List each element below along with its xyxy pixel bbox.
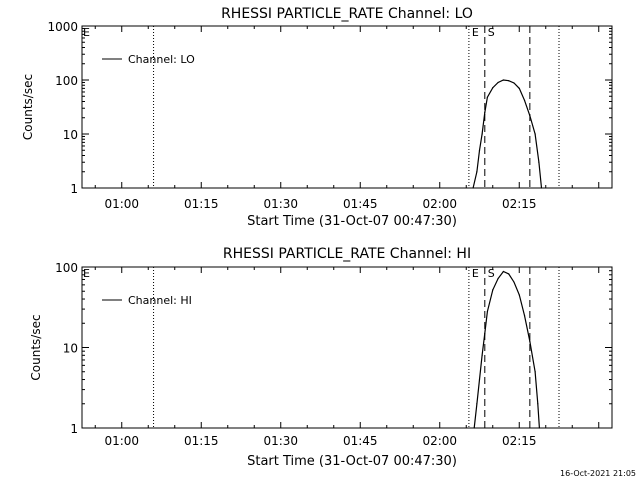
- plot-frame: [81, 25, 613, 189]
- x-tick-label: 01:30: [263, 434, 298, 448]
- data-point: [484, 332, 486, 334]
- data-point: [484, 111, 486, 114]
- corner-marker-label: E: [83, 26, 90, 39]
- data-point: [518, 294, 520, 296]
- x-tick-label: 01:45: [343, 197, 378, 211]
- x-tick-label: 01:30: [263, 197, 298, 211]
- x-tick-label: 02:15: [502, 197, 537, 211]
- corner-marker-label: E: [83, 267, 90, 280]
- x-tick-label: 02:00: [422, 197, 457, 211]
- x-tick-label: 01:15: [184, 434, 219, 448]
- data-point: [492, 289, 494, 291]
- data-point: [538, 427, 540, 429]
- data-point: [540, 187, 543, 189]
- data-point: [502, 270, 504, 273]
- data-point: [478, 149, 481, 151]
- y-tick-label: 10: [63, 128, 78, 142]
- panel-lo: RHESSI PARTICLE_RATE Channel: LO 01:00 01:…: [21, 6, 613, 229]
- data-point: [534, 133, 536, 135]
- data-point: [508, 80, 510, 82]
- data-point: [481, 354, 483, 356]
- marker-label-e: E: [472, 26, 479, 39]
- chart-title: RHESSI PARTICLE_RATE Channel: LO: [221, 6, 473, 22]
- y-tick-label: 100: [55, 261, 78, 275]
- data-point: [486, 96, 489, 98]
- marker-label-s: S: [488, 26, 495, 39]
- plot-frame: [81, 266, 613, 429]
- chart-title: RHESSI PARTICLE_RATE Channel: HI: [223, 246, 471, 262]
- y-tick-label: 1: [70, 182, 78, 196]
- y-tick-label: 100: [55, 74, 78, 88]
- data-point: [481, 133, 483, 135]
- data-point: [508, 273, 510, 275]
- data-point: [538, 161, 540, 163]
- marker-label-e: E: [472, 267, 479, 280]
- data-point: [534, 371, 536, 373]
- x-tick-label: 02:00: [422, 434, 457, 448]
- x-tick-label: 01:45: [343, 434, 378, 448]
- x-tick-label: 01:15: [184, 197, 219, 211]
- data-point: [523, 99, 526, 101]
- data-point: [529, 340, 531, 342]
- data-point: [502, 79, 504, 81]
- x-tick-label: 01:00: [104, 434, 139, 448]
- data-point: [513, 281, 515, 283]
- x-axis-label: Start Time (31-Oct-07 00:47:30): [247, 214, 457, 229]
- data-point: [518, 87, 520, 89]
- data-point: [537, 403, 539, 405]
- data-point: [497, 81, 499, 84]
- data-point: [523, 314, 526, 317]
- y-axis-label: Counts/sec: [29, 314, 43, 380]
- data-point: [478, 378, 481, 381]
- data-point: [492, 87, 494, 89]
- y-tick-label: 1: [70, 422, 78, 436]
- legend-label: Channel: LO: [128, 53, 195, 66]
- y-tick-label: 10: [63, 342, 78, 356]
- data-point: [529, 114, 531, 117]
- data-point: [497, 277, 499, 280]
- data-point: [486, 310, 489, 313]
- data-point: [476, 403, 478, 405]
- x-tick-label: 02:15: [502, 434, 537, 448]
- y-tick-label: 1000: [47, 20, 78, 34]
- data-point: [473, 427, 475, 429]
- footer-timestamp: 16-Oct-2021 21:05: [560, 469, 636, 478]
- series-line-0: [472, 79, 543, 189]
- data-point: [513, 82, 515, 84]
- panel-hi: RHESSI PARTICLE_RATE Channel: HI 01:00 01:…: [29, 246, 613, 469]
- data-point: [476, 171, 478, 173]
- data-point: [472, 187, 474, 189]
- marker-label-s: S: [488, 267, 495, 280]
- x-axis-label: Start Time (31-Oct-07 00:47:30): [247, 454, 457, 469]
- y-axis-label: Counts/sec: [21, 74, 35, 140]
- legend-label: Channel: HI: [128, 294, 192, 307]
- x-tick-label: 01:00: [104, 197, 139, 211]
